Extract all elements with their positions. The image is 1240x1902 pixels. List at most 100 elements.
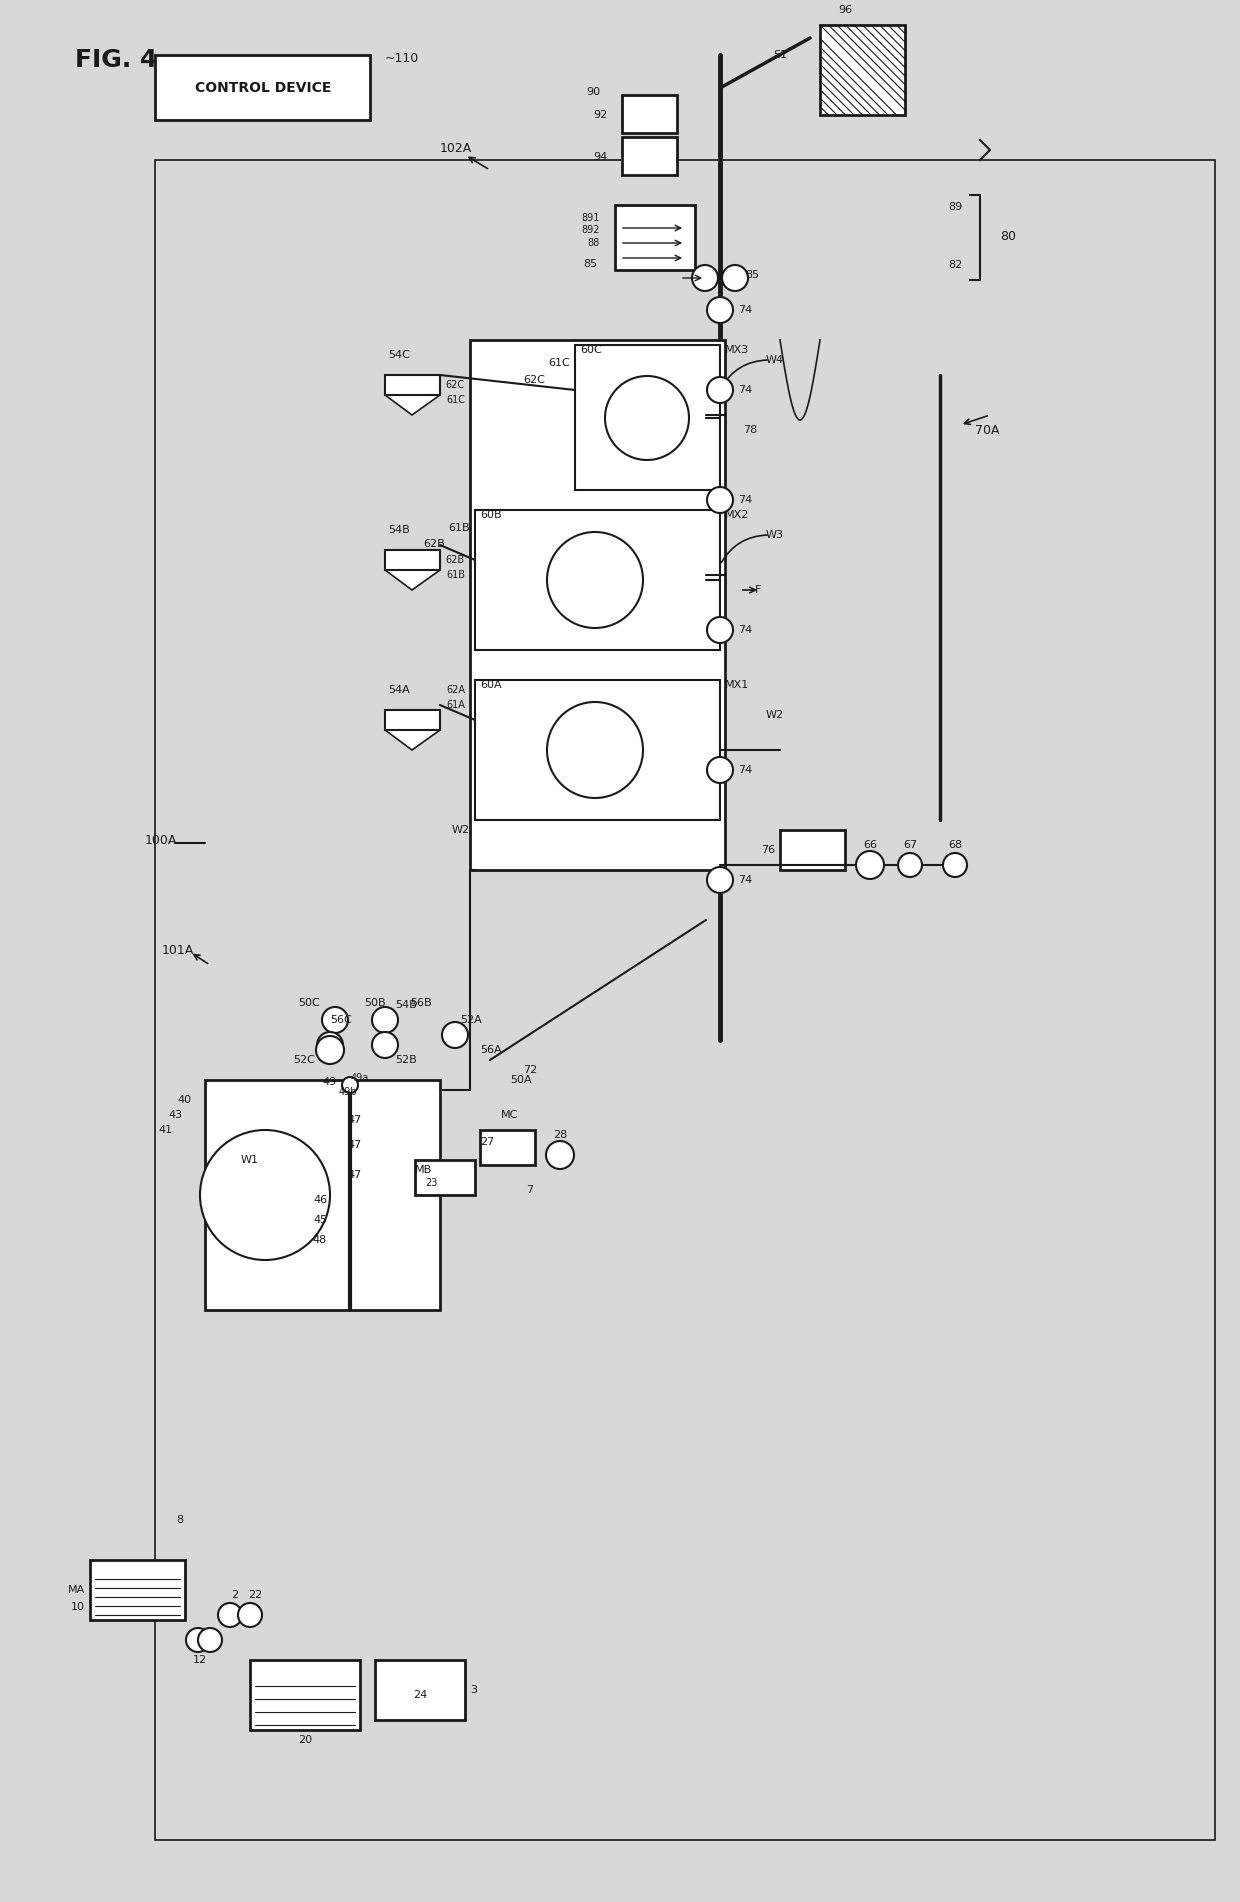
Text: 61A: 61A: [446, 700, 465, 709]
Circle shape: [692, 264, 718, 291]
Text: 90: 90: [585, 87, 600, 97]
Text: 62C: 62C: [446, 380, 465, 390]
Text: W4: W4: [766, 356, 784, 365]
Bar: [475, 681, 720, 820]
Text: 74: 74: [738, 495, 753, 506]
Text: 74: 74: [738, 765, 753, 774]
Bar: [820, 25, 905, 114]
Text: 20: 20: [298, 1735, 312, 1744]
Text: 54B: 54B: [388, 525, 409, 534]
Text: 43: 43: [169, 1111, 184, 1120]
Text: 23: 23: [425, 1177, 438, 1189]
Text: 2: 2: [232, 1590, 238, 1600]
Text: W2: W2: [451, 825, 470, 835]
Circle shape: [722, 264, 748, 291]
Bar: [91, 1560, 185, 1621]
Text: ~110: ~110: [384, 51, 419, 65]
Text: MX3: MX3: [725, 344, 749, 356]
Text: CONTROL DEVICE: CONTROL DEVICE: [195, 82, 331, 95]
Bar: [384, 375, 440, 396]
Text: 47: 47: [348, 1170, 362, 1179]
Circle shape: [186, 1628, 210, 1653]
Text: 56B: 56B: [410, 999, 432, 1008]
Text: 52C: 52C: [293, 1056, 315, 1065]
Text: 892: 892: [582, 224, 600, 236]
Circle shape: [316, 1037, 343, 1063]
Bar: [615, 205, 694, 270]
Text: 12: 12: [193, 1655, 207, 1664]
Circle shape: [372, 1006, 398, 1033]
Circle shape: [218, 1603, 242, 1626]
Text: 49: 49: [322, 1077, 337, 1088]
Text: 60A: 60A: [480, 681, 502, 690]
Text: 50B: 50B: [365, 999, 386, 1008]
Text: 50A: 50A: [510, 1075, 532, 1084]
Text: F: F: [755, 586, 761, 595]
Text: 100A: 100A: [145, 833, 177, 846]
Bar: [205, 1080, 440, 1310]
Text: 52A: 52A: [460, 1016, 482, 1025]
Text: 46: 46: [312, 1194, 327, 1206]
Circle shape: [317, 1033, 343, 1058]
Text: 80: 80: [999, 230, 1016, 243]
Bar: [374, 1660, 465, 1719]
Text: 56A: 56A: [480, 1044, 502, 1056]
Text: 62A: 62A: [446, 685, 465, 694]
Text: 62B: 62B: [423, 538, 445, 550]
Circle shape: [200, 1130, 330, 1259]
Text: 88: 88: [588, 238, 600, 247]
Text: W3: W3: [766, 531, 784, 540]
Circle shape: [707, 757, 733, 784]
Text: 101A: 101A: [162, 943, 195, 957]
Text: 10: 10: [71, 1601, 86, 1613]
Polygon shape: [384, 396, 440, 415]
Text: W1: W1: [241, 1155, 259, 1166]
Circle shape: [322, 1006, 348, 1033]
Circle shape: [605, 377, 689, 460]
Text: MX1: MX1: [725, 681, 749, 690]
Polygon shape: [384, 730, 440, 749]
Bar: [470, 340, 725, 869]
Text: 3: 3: [470, 1685, 477, 1695]
Text: 82: 82: [947, 261, 962, 270]
Text: 85: 85: [583, 259, 596, 268]
Bar: [590, 746, 598, 755]
Text: W2: W2: [766, 709, 784, 721]
Text: 54A: 54A: [388, 685, 409, 694]
Bar: [384, 550, 440, 571]
Text: 28: 28: [553, 1130, 567, 1139]
Text: 49a: 49a: [351, 1073, 370, 1082]
Text: 891: 891: [582, 213, 600, 223]
Text: 67: 67: [903, 841, 918, 850]
Bar: [155, 55, 370, 120]
Text: 70A: 70A: [975, 424, 999, 436]
Text: 76: 76: [761, 844, 775, 856]
Text: 94: 94: [594, 152, 608, 162]
Bar: [575, 746, 583, 755]
Circle shape: [547, 533, 644, 628]
Text: 61C: 61C: [548, 358, 570, 367]
Circle shape: [707, 377, 733, 403]
Text: 74: 74: [738, 626, 753, 635]
Text: 68: 68: [947, 841, 962, 850]
Text: 40: 40: [177, 1096, 192, 1105]
Text: 74: 74: [738, 304, 753, 316]
Text: 8: 8: [176, 1516, 184, 1525]
Text: MA: MA: [68, 1584, 86, 1596]
Bar: [590, 574, 598, 586]
Circle shape: [372, 1033, 398, 1058]
Circle shape: [707, 297, 733, 323]
Circle shape: [441, 1021, 467, 1048]
Circle shape: [238, 1603, 262, 1626]
Text: 60C: 60C: [580, 344, 601, 356]
Text: 27: 27: [480, 1137, 495, 1147]
Text: MC: MC: [501, 1111, 518, 1120]
Text: 61C: 61C: [446, 396, 465, 405]
Circle shape: [546, 1141, 574, 1170]
Bar: [780, 829, 844, 869]
Text: 85: 85: [745, 270, 759, 280]
Text: 89: 89: [947, 202, 962, 211]
Bar: [622, 95, 677, 133]
Text: 41: 41: [159, 1124, 174, 1135]
Text: 62C: 62C: [523, 375, 546, 384]
